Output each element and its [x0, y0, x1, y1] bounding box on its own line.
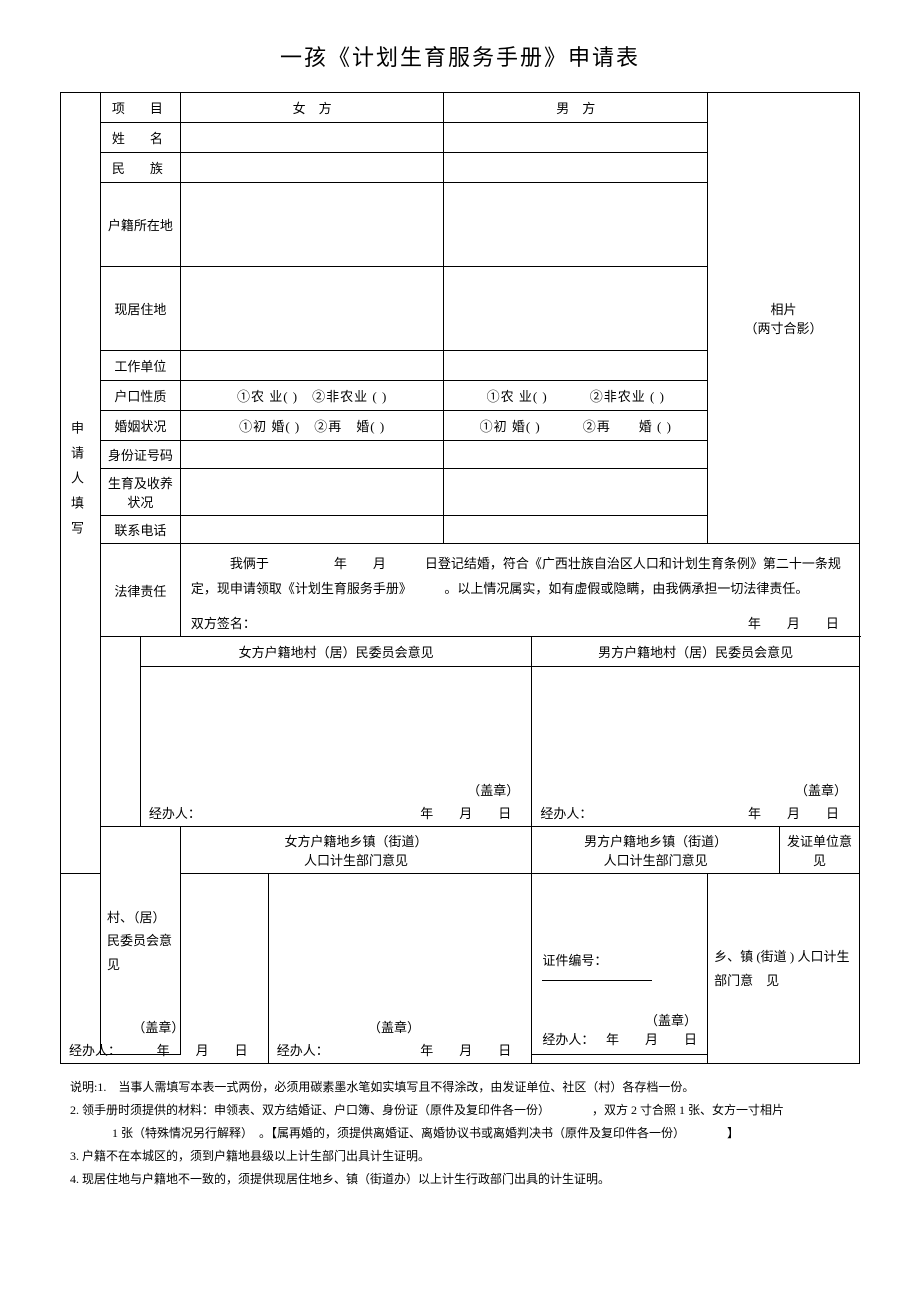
row-name: 姓 名: [100, 123, 180, 153]
row-marriage: 婚姻状况: [100, 411, 180, 441]
s3-body-cert[interactable]: 证件编号： （盖章） 经办人：年 月 日: [532, 874, 708, 1055]
col-male: 男 方: [444, 93, 708, 123]
row-legal: 法律责任: [100, 544, 180, 637]
s3-body-f[interactable]: （盖章） 经办人：年 月 日: [61, 874, 269, 1064]
name-female[interactable]: [180, 123, 444, 153]
name-male[interactable]: [444, 123, 708, 153]
workunit-female[interactable]: [180, 351, 444, 381]
s2-body-female[interactable]: （盖章） 经办人：年 月 日: [140, 667, 531, 827]
row-idno: 身份证号码: [100, 441, 180, 469]
row-birth-adopt: 生育及收养状况: [100, 469, 180, 516]
hukou-female[interactable]: ①农 业( ) ②非农业 ( ): [180, 381, 444, 411]
s2-col-female: 女方户籍地村（居）民委员会意见: [140, 637, 531, 667]
notes-block: 说明:1. 当事人需填写本表一式两份，必须用碳素墨水笔如实填写且不得涂改，由发证…: [60, 1076, 860, 1190]
note-3: 3. 户籍不在本城区的，须到户籍地县级以上计生部门出具计生证明。: [70, 1145, 860, 1168]
hukou-male[interactable]: ①农 业( ) ②非农业 ( ): [444, 381, 708, 411]
huji-male[interactable]: [444, 183, 708, 267]
birth-male[interactable]: [444, 469, 708, 516]
s2-body-male[interactable]: （盖章） 经办人：年 月 日: [532, 667, 860, 827]
phone-male[interactable]: [444, 516, 708, 544]
application-form-table: 申请人填写 项 目 女 方 男 方 相片 （两寸合影） 姓 名 民 族 户籍所在…: [60, 92, 860, 1064]
workunit-male[interactable]: [444, 351, 708, 381]
row-residence: 现居住地: [100, 267, 180, 351]
section1-label: 申请人填写: [61, 93, 101, 874]
note-2b: 1 张（特殊情况另行解释） 。【属再婚的，须提供离婚证、离婚协议书或离婚判决书（…: [70, 1122, 860, 1145]
note-2: 2. 领手册时须提供的材料：申领表、双方结婚证、户口簿、身份证（原件及复印件各一…: [70, 1099, 860, 1122]
legal-text: 我俩于 年 月 日登记结婚，符合《广西壮族自治区人口和计划生育条例》第二十一条规…: [180, 544, 859, 610]
birth-female[interactable]: [180, 469, 444, 516]
note-1: 说明:1. 当事人需填写本表一式两份，必须用碳素墨水笔如实填写且不得涂改，由发证…: [70, 1076, 860, 1099]
residence-female[interactable]: [180, 267, 444, 351]
s3-col-f: 女方户籍地乡镇（街道）人口计生部门意见: [180, 827, 532, 874]
row-huji: 户籍所在地: [100, 183, 180, 267]
s3-cert-empty: [532, 1055, 708, 1064]
row-phone: 联系电话: [100, 516, 180, 544]
col-female: 女 方: [180, 93, 444, 123]
legal-sig-label: 双方签名：: [180, 609, 532, 637]
s3-col-m: 男方户籍地乡镇（街道）人口计生部门意见: [532, 827, 780, 874]
ethnic-female[interactable]: [180, 153, 444, 183]
row-ethnic: 民 族: [100, 153, 180, 183]
marriage-female[interactable]: ①初 婚( ) ②再 婚( ): [180, 411, 444, 441]
idno-female[interactable]: [180, 441, 444, 469]
s3-body-m[interactable]: （盖章） 经办人：年 月 日: [268, 874, 532, 1064]
row-proj: 项 目: [100, 93, 180, 123]
note-4: 4. 现居住地与户籍地不一致的，须提供现居住地乡、镇（街道办）以上计生行政部门出…: [70, 1168, 860, 1191]
section2-label-l: [100, 637, 140, 827]
row-workunit: 工作单位: [100, 351, 180, 381]
residence-male[interactable]: [444, 267, 708, 351]
row-hukou: 户口性质: [100, 381, 180, 411]
photo-cell: 相片 （两寸合影）: [708, 93, 860, 544]
s2-col-male: 男方户籍地村（居）民委员会意见: [532, 637, 860, 667]
phone-female[interactable]: [180, 516, 444, 544]
ethnic-male[interactable]: [444, 153, 708, 183]
page-title: 一孩《计划生育服务手册》申请表: [60, 40, 860, 72]
legal-date: 年 月 日: [532, 609, 860, 637]
marriage-male[interactable]: ①初 婚( ) ②再 婚 ( ): [444, 411, 708, 441]
section3-vlabel: 乡、镇 (街道 ) 人口计生部门意 见: [708, 874, 860, 1064]
huji-female[interactable]: [180, 183, 444, 267]
idno-male[interactable]: [444, 441, 708, 469]
s3-col-cert: 发证单位意见: [779, 827, 859, 874]
